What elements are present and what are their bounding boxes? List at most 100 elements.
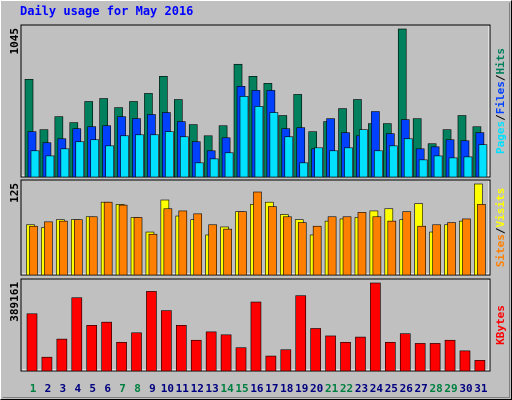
bar	[193, 213, 203, 276]
bar	[314, 147, 323, 178]
bar	[297, 222, 307, 276]
x-tick-label: 6	[104, 382, 111, 395]
x-tick-label: 29	[444, 382, 457, 395]
bar	[250, 301, 262, 372]
bar	[474, 360, 486, 372]
bar	[239, 96, 249, 178]
x-tick-label: 8	[134, 382, 141, 395]
x-tick-label: 31	[474, 382, 488, 395]
bar	[284, 136, 294, 178]
bar	[146, 291, 157, 372]
bar	[432, 224, 441, 276]
bar	[131, 332, 142, 372]
x-tick-label: 21	[325, 382, 339, 395]
bar	[402, 211, 412, 276]
bar	[254, 106, 264, 178]
x-tick-label: 1	[30, 382, 37, 395]
bar	[90, 139, 100, 178]
x-tick-label: 19	[295, 382, 308, 395]
y-tick-label: 389161	[8, 282, 21, 322]
bar	[329, 150, 338, 178]
bar	[75, 141, 85, 178]
bar	[105, 145, 114, 178]
y-tick-label: 1045	[8, 28, 21, 55]
bar	[176, 325, 187, 372]
x-tick-label: 5	[89, 382, 96, 395]
legend-entry: Hits	[494, 48, 507, 75]
bar	[269, 112, 279, 178]
legend-entry: Sites	[494, 234, 507, 267]
bar	[223, 228, 232, 276]
bar	[327, 216, 337, 276]
bar	[429, 343, 441, 372]
bar	[359, 129, 368, 178]
x-tick-label: 3	[60, 382, 67, 395]
x-tick-label: 23	[355, 382, 368, 395]
bar	[44, 221, 53, 276]
x-tick-label: 20	[310, 382, 323, 395]
bar	[194, 162, 204, 178]
bar	[150, 134, 159, 178]
bar	[295, 295, 307, 372]
bar	[209, 158, 219, 178]
bar	[462, 218, 471, 276]
chart-title: Daily usage for May 2016	[20, 4, 193, 18]
x-tick-label: 14	[220, 382, 234, 395]
bar	[56, 338, 68, 372]
y-tick-label: 125	[8, 183, 21, 203]
bar	[325, 335, 336, 372]
bar	[180, 136, 189, 178]
bar	[280, 349, 292, 372]
bar	[387, 220, 397, 276]
x-tick-label: 7	[119, 382, 126, 395]
x-tick-label: 13	[206, 382, 219, 395]
bar	[135, 134, 144, 178]
bar	[190, 339, 202, 372]
bar	[448, 157, 458, 178]
bar	[133, 217, 143, 276]
bar	[385, 341, 396, 372]
x-tick-label: 15	[235, 382, 248, 395]
legend-entry: Pages	[494, 121, 507, 154]
bar	[238, 211, 247, 276]
bar	[73, 219, 83, 276]
bar	[403, 138, 413, 178]
bar	[205, 331, 217, 372]
x-tick-label: 22	[340, 382, 353, 395]
bar	[118, 204, 128, 276]
bar	[389, 145, 398, 178]
bar	[41, 356, 53, 372]
x-tick-label: 30	[459, 382, 472, 395]
bar	[224, 152, 234, 178]
legend-entry: KBytes	[494, 305, 507, 345]
bar	[165, 131, 174, 178]
x-tick-label: 12	[191, 382, 204, 395]
bar	[283, 216, 292, 276]
bar	[447, 222, 456, 276]
legend: Sites/Visits	[494, 188, 507, 268]
bar	[459, 350, 471, 372]
bar	[29, 225, 38, 276]
x-tick-label: 18	[280, 382, 293, 395]
bar	[265, 355, 277, 372]
bar	[418, 159, 428, 178]
bar	[340, 341, 351, 372]
x-tick-label: 16	[250, 382, 264, 395]
bar	[101, 321, 112, 372]
bar	[30, 150, 40, 178]
bar	[220, 334, 232, 372]
x-tick-label: 25	[385, 382, 398, 395]
bar	[463, 156, 473, 178]
bar	[372, 216, 382, 276]
legend-entry: Visits	[494, 188, 507, 228]
legend-separator: /	[494, 227, 507, 234]
bar	[86, 325, 98, 372]
bar	[444, 339, 456, 372]
bar	[357, 212, 367, 276]
x-tick-label: 27	[415, 382, 428, 395]
bar	[161, 310, 172, 372]
